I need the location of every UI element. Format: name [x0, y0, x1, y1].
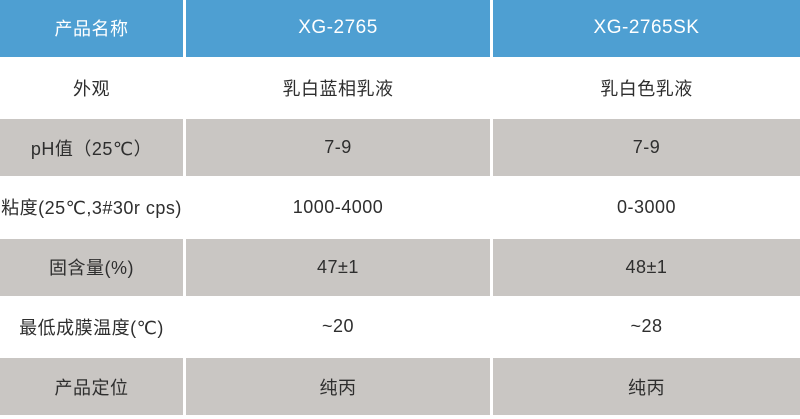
row-appearance-xg2765-value: 乳白蓝相乳液 — [186, 59, 490, 117]
row-solid-content-xg2765sk-value: 48±1 — [493, 238, 800, 296]
row-ph-label: pH值（25℃） — [0, 119, 183, 177]
row-viscosity-xg2765sk-value: 0-3000 — [493, 179, 800, 236]
row-mfft-xg2765-value: ~20 — [186, 298, 490, 356]
row-viscosity-label: 粘度(25℃,3#30r cps) — [0, 179, 183, 236]
header-cell-product-name: 产品名称 — [0, 0, 183, 57]
row-appearance-label: 外观 — [0, 59, 183, 117]
row-solid-content-xg2765-value: 47±1 — [186, 238, 490, 296]
row-mfft-label: 最低成膜温度(℃) — [0, 298, 183, 356]
header-cell-xg-2765sk: XG-2765SK — [493, 0, 800, 57]
row-ph-xg2765-value: 7-9 — [186, 119, 490, 177]
row-viscosity-xg2765-value: 1000-4000 — [186, 179, 490, 236]
row-positioning-xg2765-value: 纯丙 — [186, 358, 490, 415]
row-positioning-label: 产品定位 — [0, 358, 183, 415]
row-mfft-xg2765sk-value: ~28 — [493, 298, 800, 356]
row-appearance-xg2765sk-value: 乳白色乳液 — [493, 59, 800, 117]
row-solid-content-label: 固含量(%) — [0, 238, 183, 296]
header-cell-xg-2765: XG-2765 — [186, 0, 490, 57]
row-ph-xg2765sk-value: 7-9 — [493, 119, 800, 177]
row-positioning-xg2765sk-value: 纯丙 — [493, 358, 800, 415]
